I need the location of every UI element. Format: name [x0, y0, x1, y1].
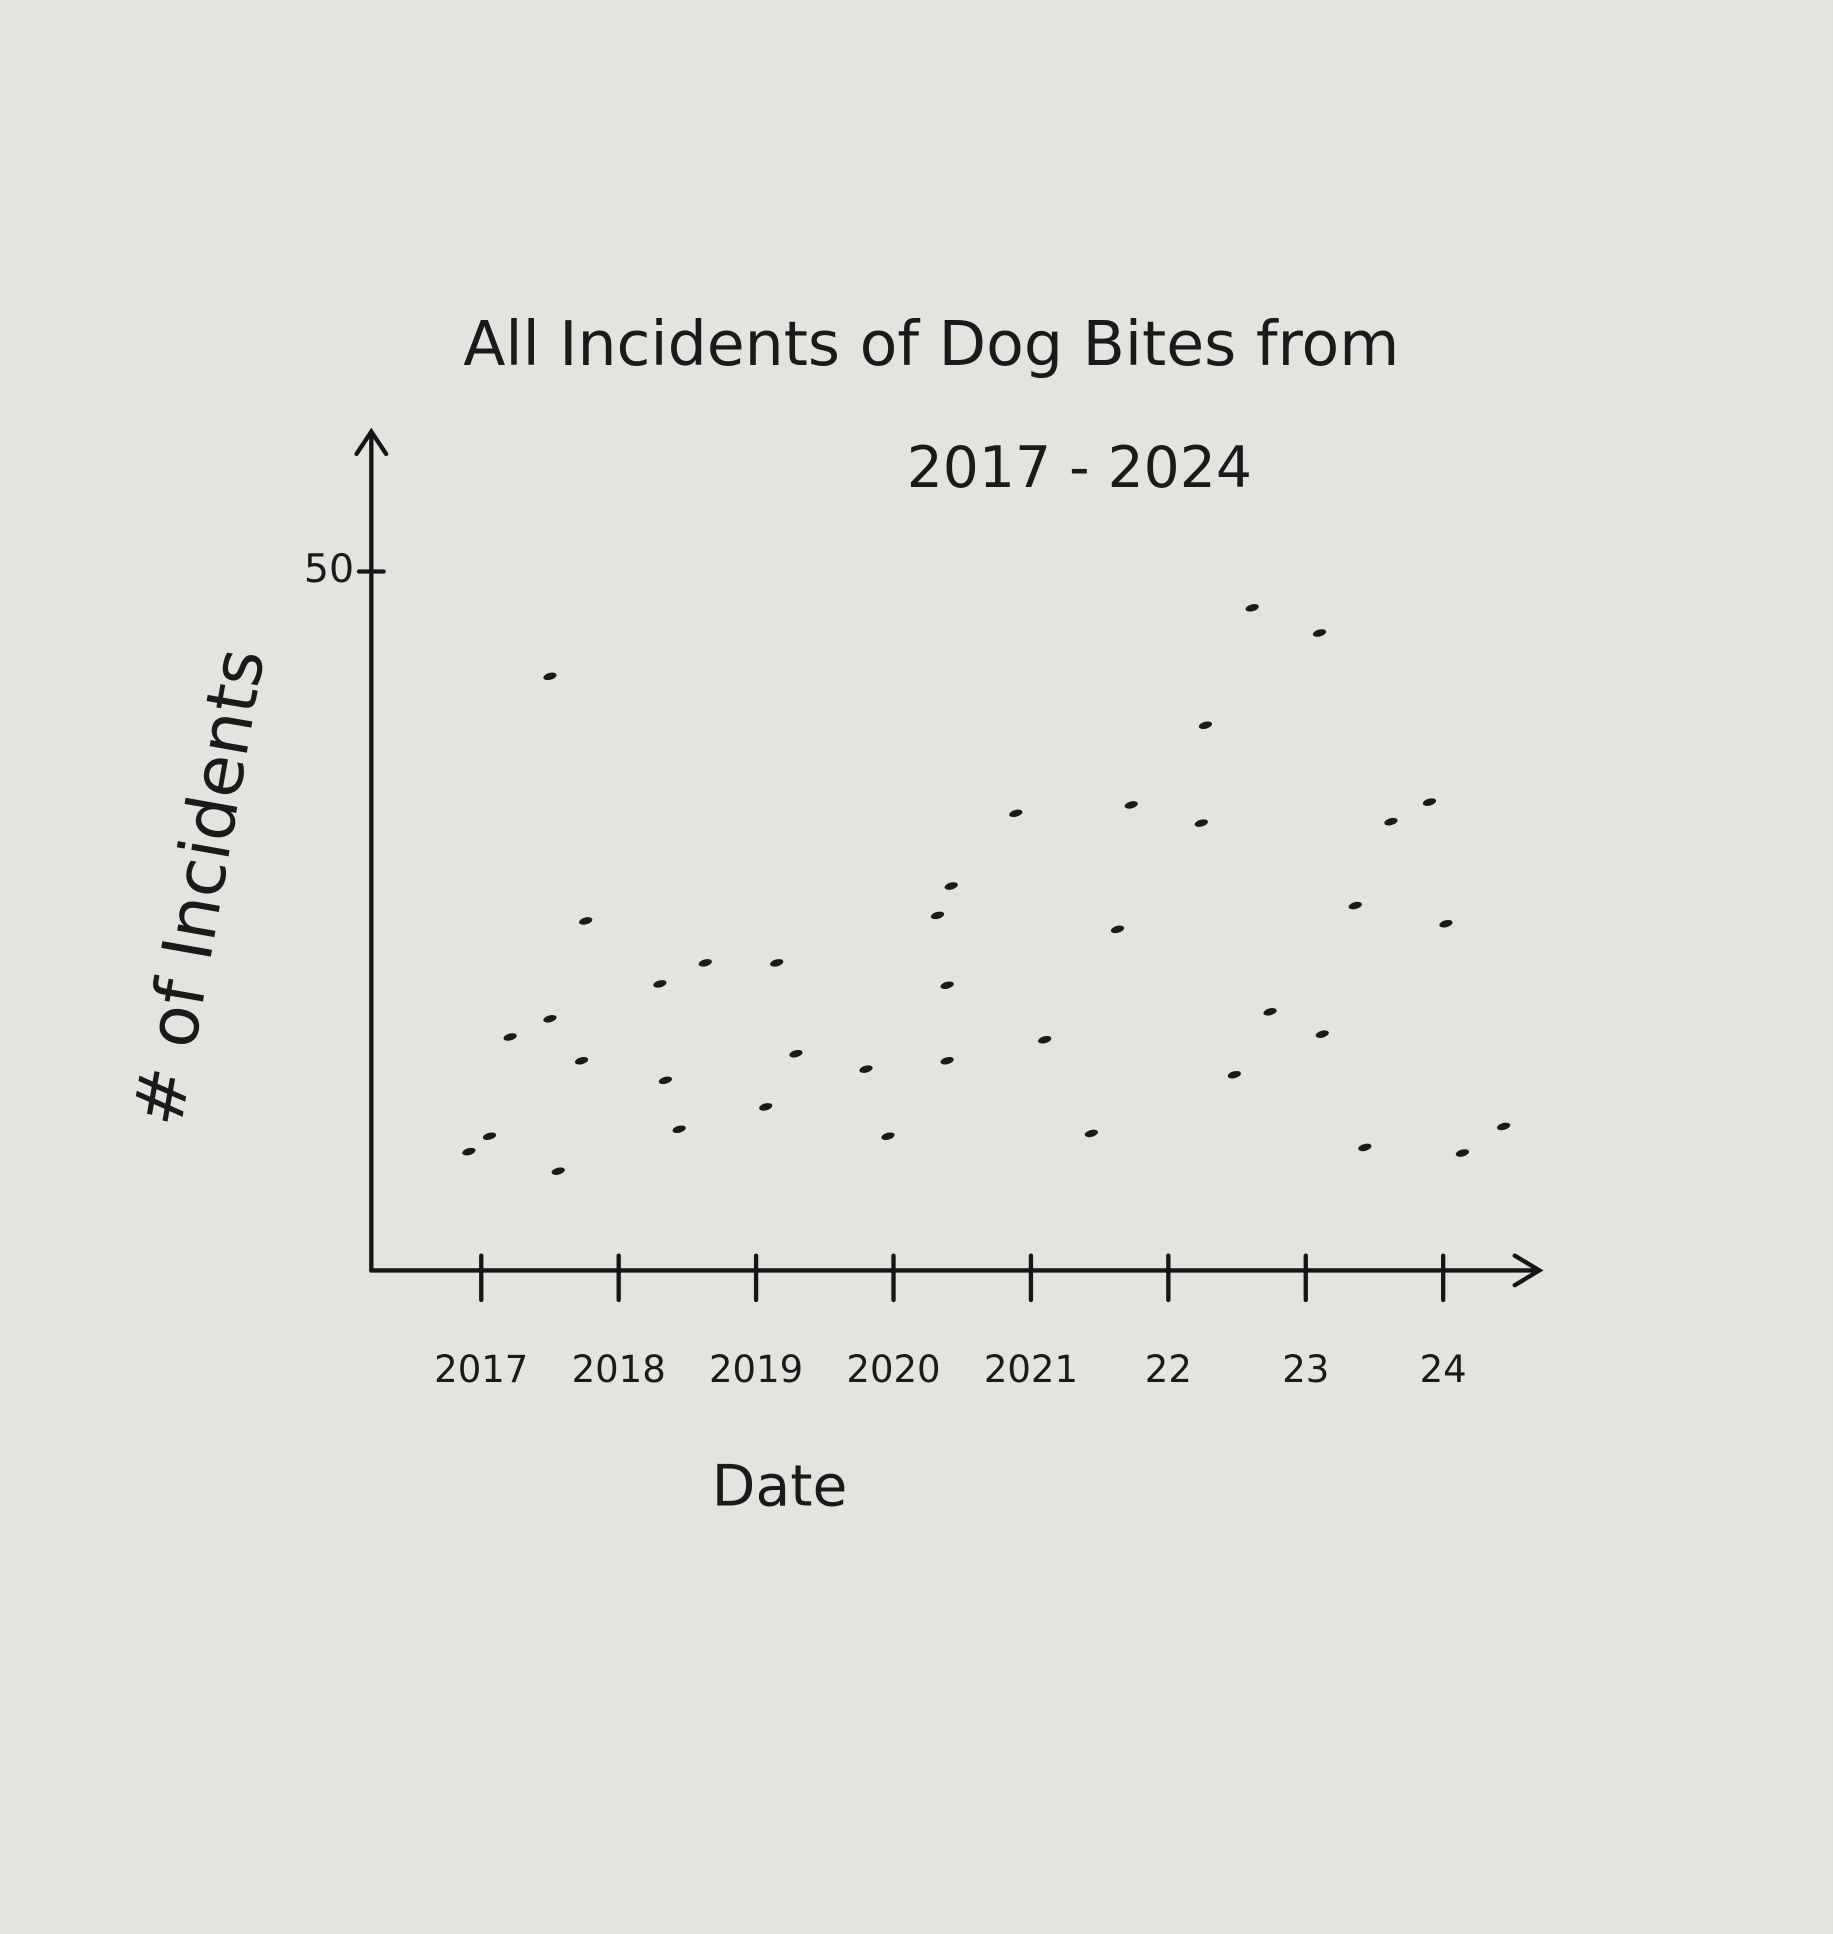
data-point [789, 1049, 803, 1058]
data-point [551, 1167, 565, 1175]
data-point [503, 1033, 517, 1041]
data-point [1124, 801, 1138, 809]
x-tick-label: 2019 [709, 1348, 803, 1391]
x-axis-label: Date [712, 1454, 848, 1520]
x-tick-label: 2018 [572, 1348, 666, 1391]
data-point [1455, 1149, 1470, 1157]
data-point [579, 917, 593, 925]
data-point [930, 911, 945, 920]
data-point [698, 959, 712, 967]
data-point [881, 1132, 895, 1140]
data-point [1312, 629, 1327, 637]
data-point [1038, 1036, 1052, 1044]
data-point [658, 1076, 673, 1085]
data-point [653, 980, 667, 988]
data-point [462, 1147, 476, 1156]
data-point [543, 1015, 557, 1023]
x-tick-label: 24 [1420, 1348, 1467, 1391]
data-point [859, 1065, 873, 1073]
data-point [944, 882, 958, 890]
chart-title: All Incidents of Dog Bites from [463, 308, 1399, 380]
data-point [1245, 604, 1259, 612]
data-point [1110, 925, 1125, 934]
y-tick-label: 50 [304, 546, 354, 592]
data-point [1194, 819, 1208, 827]
data-point [1084, 1129, 1099, 1138]
x-tick-label: 2021 [984, 1348, 1078, 1391]
data-point [1009, 809, 1023, 818]
data-point [1384, 817, 1398, 826]
data-point [574, 1056, 589, 1065]
data-point [1358, 1143, 1372, 1152]
data-point [1422, 798, 1437, 806]
data-point [940, 1056, 954, 1065]
data-point [940, 981, 954, 990]
data-point [1198, 721, 1213, 730]
x-axis [369, 1253, 1544, 1288]
data-point [1263, 1008, 1277, 1016]
data-point [1439, 919, 1453, 928]
x-tick-label: 2017 [434, 1348, 528, 1391]
x-tick-label: 22 [1145, 1348, 1192, 1391]
data-point [1348, 901, 1362, 910]
data-point [672, 1125, 686, 1134]
chart-title: 2017 - 2024 [907, 435, 1252, 501]
x-tick-label: 2020 [846, 1348, 940, 1391]
data-point [770, 959, 784, 967]
x-tick-label: 23 [1282, 1348, 1329, 1391]
data-point [543, 672, 557, 681]
data-point [759, 1103, 773, 1111]
data-point [482, 1132, 497, 1140]
data-point [1315, 1030, 1329, 1038]
data-point [1227, 1070, 1241, 1079]
data-point [1497, 1122, 1511, 1131]
